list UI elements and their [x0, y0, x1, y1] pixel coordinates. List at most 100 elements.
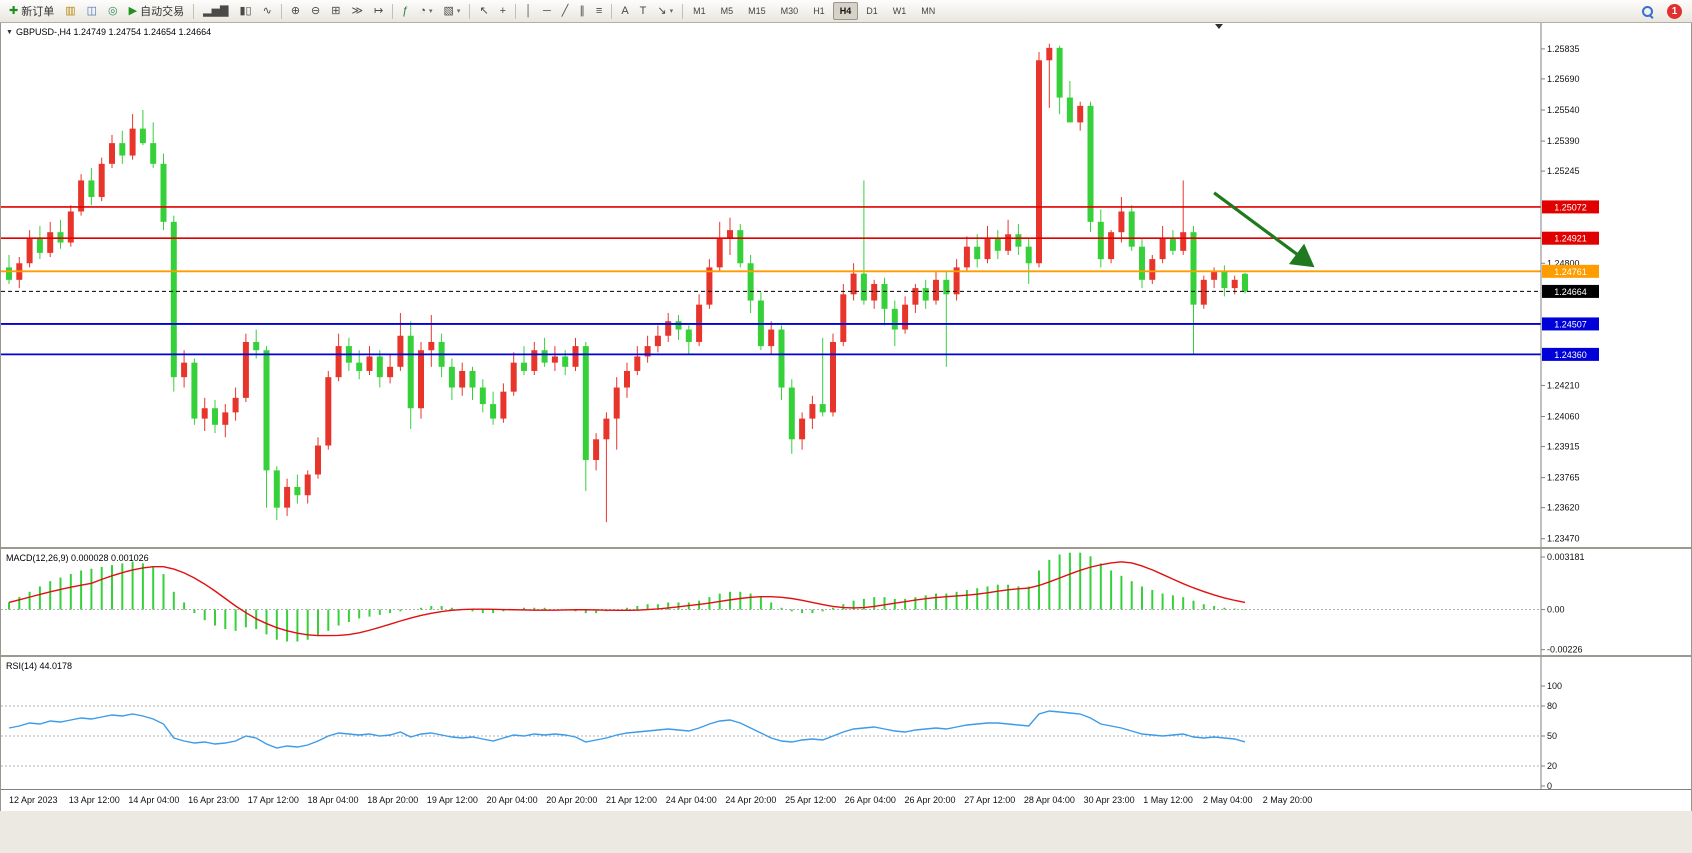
candlestick-chart-icon: ▮▯	[239, 4, 252, 17]
navigator-button[interactable]: ◎	[103, 2, 123, 20]
autotrading-button[interactable]: ▶ 自动交易	[124, 2, 189, 20]
time-axis-label: 14 Apr 04:00	[128, 795, 180, 805]
svg-text:0: 0	[1547, 781, 1552, 789]
timeframe-m30-button[interactable]: M30	[780, 6, 799, 16]
toolbar-separator	[280, 3, 282, 19]
time-axis[interactable]: 12 Apr 2023 13 Apr 12:00 14 Apr 04:00 16 Ap…	[1, 789, 1691, 811]
svg-text:-0.00226: -0.00226	[1547, 645, 1583, 655]
zoom-in-icon: ⊕	[290, 4, 301, 17]
timeframe-d1-button[interactable]: D1	[866, 6, 878, 16]
zoom-out-icon: ⊖	[311, 4, 321, 17]
svg-text:1.25072: 1.25072	[1554, 202, 1587, 212]
timeframe-m5-button[interactable]: M5	[720, 6, 734, 16]
price-badge	[1542, 200, 1599, 214]
indicators-button[interactable]: ƒ	[397, 2, 413, 20]
macd-indicator-label: MACD(12,26,9) 0.000028 0.001026	[6, 553, 149, 563]
vertical-line-button[interactable]: │	[520, 2, 537, 20]
chart-shift-marker-icon	[1215, 24, 1223, 29]
price-badge	[1542, 317, 1599, 331]
chart-shift-icon: ↦	[374, 4, 384, 17]
periods-icon: ◔	[419, 4, 426, 17]
time-axis-label: 26 Apr 04:00	[844, 795, 896, 805]
arrows-button[interactable]: ↘ ▾	[652, 2, 678, 20]
macd-plot[interactable]: 0.003181 0.00 -0.00226	[1, 549, 1691, 655]
tile-windows-button[interactable]: ⊞	[326, 2, 345, 20]
trendline-icon: ╱	[561, 4, 569, 17]
svg-text:20: 20	[1547, 761, 1557, 771]
timeframe-w1-button[interactable]: W1	[892, 6, 907, 16]
toolbar-right: 1	[1636, 2, 1688, 20]
time-axis-label: 18 Apr 04:00	[307, 795, 359, 805]
svg-text:1.23915: 1.23915	[1547, 442, 1580, 452]
dropdown-caret-icon: ▾	[669, 8, 674, 15]
equidistant-channel-icon: ∥	[579, 4, 585, 17]
text-label-icon: T	[639, 4, 647, 17]
zoom-in-button[interactable]: ⊕	[286, 2, 305, 20]
indicators-icon: ƒ	[402, 4, 409, 17]
text-label-button[interactable]: T	[635, 2, 652, 20]
cursor-button[interactable]: ↖	[474, 2, 493, 20]
main-chart-panel: ▼ GBPUSD-,H4 1.24749 1.24754 1.24654 1.24…	[1, 23, 1691, 547]
svg-text:0.003181: 0.003181	[1547, 552, 1585, 562]
horizontal-line-button[interactable]: ─	[538, 2, 556, 20]
macd-axis-labels: 0.003181 0.00 -0.00226	[1541, 552, 1585, 655]
price-badge	[1542, 284, 1599, 298]
zoom-out-button[interactable]: ⊖	[306, 2, 325, 20]
panel-splitter[interactable]	[1, 547, 1691, 549]
search-button[interactable]	[1636, 2, 1659, 20]
trend-arrow-annotation[interactable]	[1213, 191, 1315, 268]
toolbar: ✚ 新订单 ▥ ◫ ◎ ▶ 自动交易 ▂▅▇ ▮▯ ∿ ⊕ ⊖ ⊞ ≫ ↦ ƒ ◔ ▾ ▧ ▾ ↖ + │ ─ ╱ ∥ ≡ A T ↘ ▾ …	[0, 0, 1692, 23]
candlestick-chart-button[interactable]: ▮▯	[235, 2, 257, 20]
notification-badge[interactable]: 1	[1667, 3, 1682, 19]
svg-text:1.24664: 1.24664	[1554, 287, 1587, 297]
timeframe-m15-button[interactable]: M15	[748, 6, 766, 16]
svg-text:1.25540: 1.25540	[1547, 105, 1580, 115]
toolbar-separator	[682, 3, 684, 19]
timeframe-m1-button[interactable]: M1	[693, 6, 706, 16]
dropdown-caret-icon: ▾	[456, 8, 461, 15]
periods-button[interactable]: ◔ ▾	[414, 2, 437, 20]
arrows-icon: ↘	[657, 4, 667, 17]
data-window-button[interactable]: ◫	[82, 2, 102, 20]
line-chart-button[interactable]: ∿	[258, 2, 277, 20]
market-watch-button[interactable]: ▥	[60, 2, 80, 20]
horizontal-line-icon: ─	[542, 4, 551, 17]
new-order-icon: ✚	[9, 4, 19, 17]
price-badge	[1542, 231, 1599, 245]
macd-signal-line	[8, 561, 1246, 637]
svg-text:0.00: 0.00	[1547, 605, 1565, 615]
svg-text:80: 80	[1547, 701, 1557, 711]
chart-shift-button[interactable]: ↦	[369, 2, 388, 20]
bar-chart-button[interactable]: ▂▅▇	[198, 2, 233, 20]
collapse-arrow-icon[interactable]: ▼	[6, 29, 13, 37]
auto-scroll-button[interactable]: ≫	[346, 2, 368, 20]
time-axis-label: 20 Apr 20:00	[546, 795, 598, 805]
panel-splitter[interactable]	[1, 655, 1691, 657]
symbol-ohlc-text: GBPUSD-,H4 1.24749 1.24754 1.24654 1.246…	[15, 27, 212, 37]
cursor-icon: ↖	[479, 4, 489, 17]
timeframe-mn-button[interactable]: MN	[921, 6, 936, 16]
svg-text:1.24921: 1.24921	[1554, 234, 1587, 244]
rsi-panel: RSI(14) 44.0178 100 80 50 20 0	[1, 657, 1691, 789]
text-button[interactable]: A	[616, 2, 633, 20]
rsi-line	[8, 710, 1246, 749]
navigator-icon: ◎	[108, 4, 118, 17]
equidistant-channel-button[interactable]: ∥	[574, 2, 590, 20]
timeframe-h1-button[interactable]: H1	[813, 6, 825, 16]
fibonacci-button[interactable]: ≡	[591, 2, 607, 20]
timeframe-h4-button[interactable]: H4	[832, 2, 859, 20]
dropdown-caret-icon: ▾	[429, 8, 433, 15]
search-icon	[1641, 5, 1654, 18]
rsi-indicator-label: RSI(14) 44.0178	[6, 661, 73, 671]
svg-text:1.24507: 1.24507	[1554, 319, 1587, 329]
main-chart-plot[interactable]: 1.25835 1.25690 1.25540 1.25390 1.25245 1.248…	[1, 23, 1691, 547]
price-badge	[1542, 264, 1599, 278]
trendline-button[interactable]: ╱	[557, 2, 574, 20]
new-order-button[interactable]: ✚ 新订单	[4, 2, 59, 20]
rsi-plot[interactable]: 100 80 50 20 0	[1, 657, 1691, 789]
templates-button[interactable]: ▧ ▾	[439, 2, 466, 20]
time-axis-label: 28 Apr 04:00	[1023, 795, 1075, 805]
crosshair-button[interactable]: +	[495, 2, 511, 20]
svg-text:100: 100	[1547, 681, 1562, 691]
